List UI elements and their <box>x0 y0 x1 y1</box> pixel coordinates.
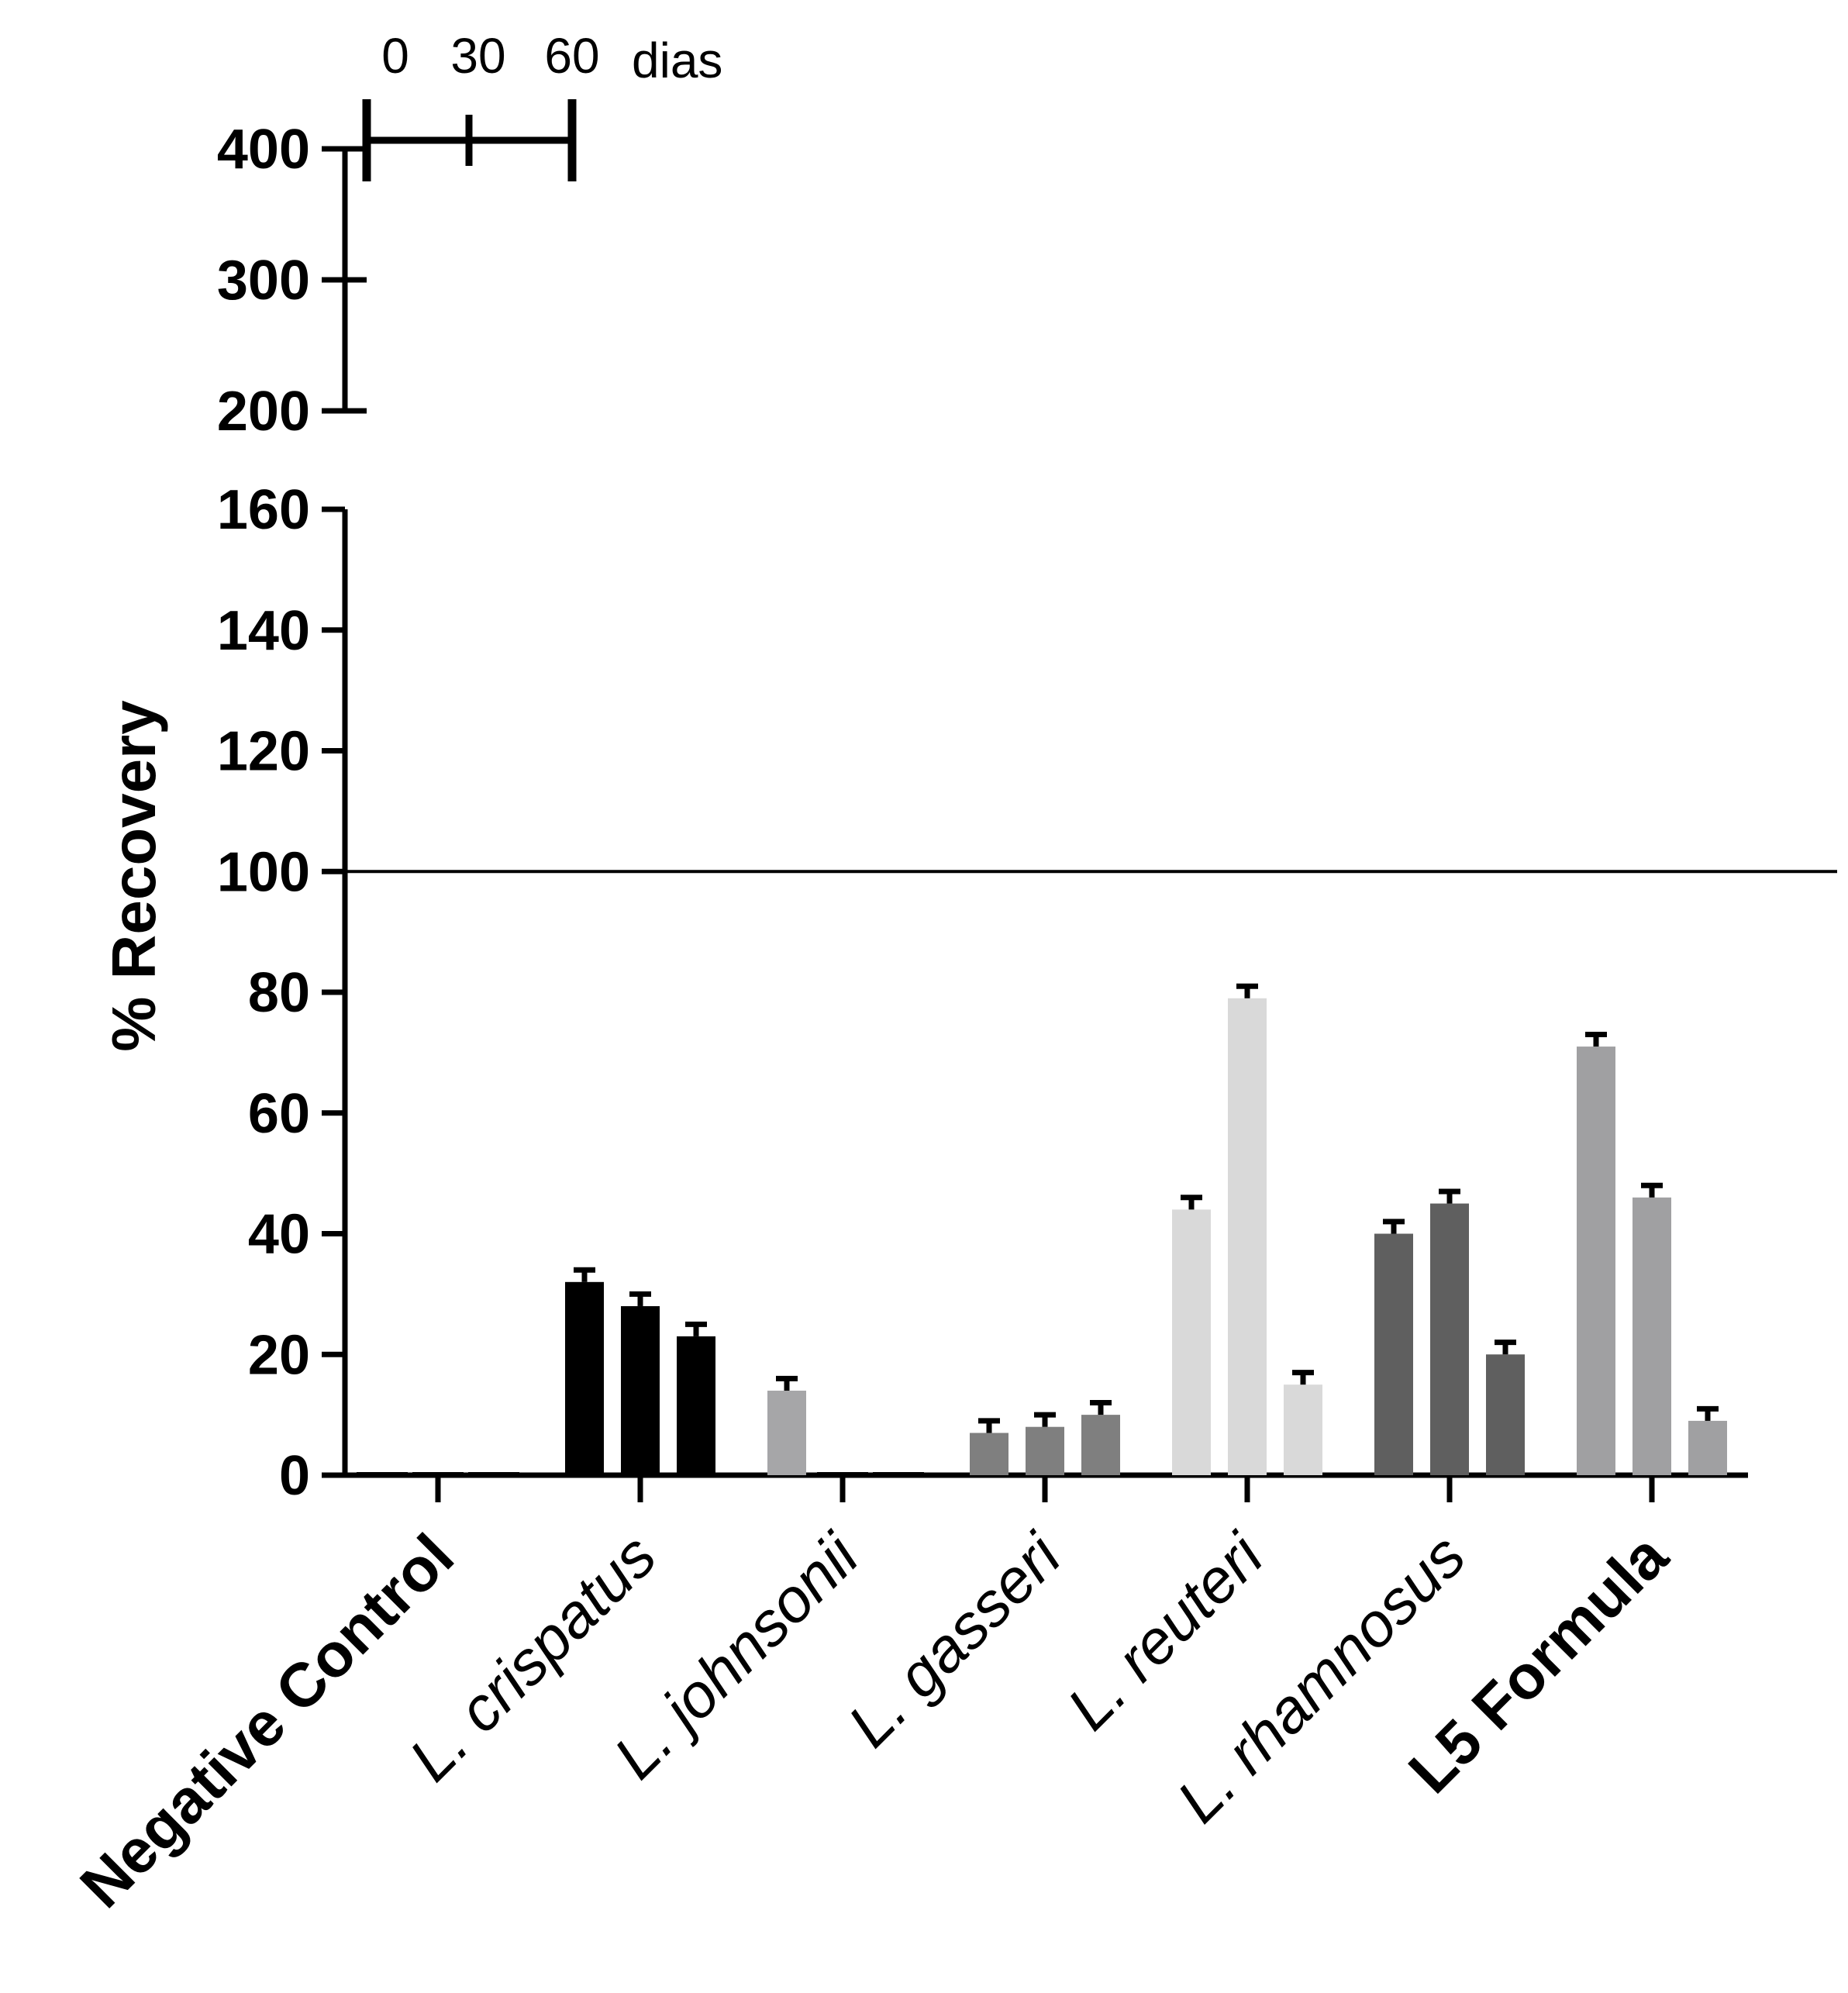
labels-group: 0 20 40 60 80 100 120 140 160 200 300 400 Negative C… <box>67 119 1681 1921</box>
y-tick-label: 200 <box>217 381 310 443</box>
bar <box>677 1336 715 1475</box>
y-tick-label: 0 <box>279 1445 310 1507</box>
legend-unit-label: dias <box>632 33 722 88</box>
bar <box>767 1390 806 1475</box>
bar <box>1374 1233 1413 1475</box>
y-axis-title: % Recovery <box>99 700 168 1052</box>
bar <box>1430 1203 1469 1475</box>
bar <box>1284 1384 1322 1475</box>
y-tick-label: 160 <box>217 479 310 541</box>
bar <box>1081 1415 1120 1475</box>
bar <box>1633 1197 1671 1475</box>
bar <box>1228 998 1267 1475</box>
legend-tick-label: 0 <box>381 28 409 84</box>
bar <box>970 1433 1008 1475</box>
y-tick-label: 400 <box>217 119 310 181</box>
bar <box>621 1305 660 1475</box>
legend-tick-label: 30 <box>450 28 505 84</box>
bars-group <box>357 983 1727 1475</box>
y-tick-label: 20 <box>248 1324 310 1386</box>
y-tick-label: 60 <box>248 1083 310 1145</box>
bar <box>1026 1426 1064 1475</box>
group-legend: 0 30 60 dias <box>362 28 722 181</box>
bar <box>565 1281 604 1475</box>
legend-tick-label: 60 <box>544 28 599 84</box>
axes-group <box>322 146 1748 1502</box>
y-tick-label: 40 <box>248 1204 310 1266</box>
x-category-label: L. gasseri <box>835 1520 1075 1760</box>
y-tick-label: 140 <box>217 600 310 662</box>
bar <box>1172 1209 1211 1475</box>
x-category-label: Negative Control <box>67 1521 467 1921</box>
bar <box>1577 1046 1615 1475</box>
bar <box>1486 1354 1525 1475</box>
y-tick-label: 100 <box>217 841 310 903</box>
bar <box>1688 1420 1727 1475</box>
y-tick-label: 120 <box>217 721 310 783</box>
y-tick-label: 300 <box>217 250 310 312</box>
y-tick-label: 80 <box>248 962 310 1024</box>
